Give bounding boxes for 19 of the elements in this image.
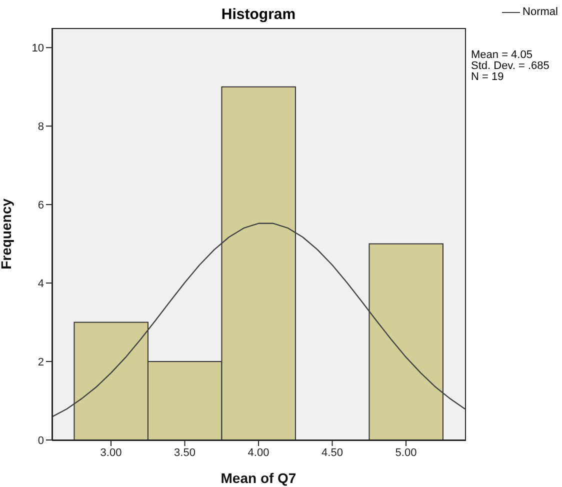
chart-title: Histogram (220, 6, 297, 23)
text: N = 19 (471, 71, 505, 83)
x-axis-title: Mean of Q7 (220, 470, 296, 486)
x-tick-label: 4.50 (322, 446, 343, 459)
y-tick-label: 8 (38, 121, 44, 133)
line-series (52, 222, 465, 418)
y-tick-label: 0 (38, 434, 44, 447)
text: Mean = 4.05 (471, 49, 534, 61)
text: Std. Dev. = .685 (471, 60, 550, 72)
y-tick-label: 6 (38, 199, 44, 212)
y-tick-label: 4 (38, 278, 44, 290)
y-tick-label: 10 (32, 42, 44, 55)
x-tick-label: 5.00 (395, 446, 417, 459)
y-tick-label: 2 (38, 356, 44, 368)
x-tick-label: 3.00 (100, 446, 122, 459)
legend-label: Normal (522, 6, 558, 18)
y-axis-title: Frequency (0, 198, 14, 270)
x-tick-label: 3.50 (174, 446, 196, 459)
x-tick-label: 4.00 (248, 446, 270, 459)
